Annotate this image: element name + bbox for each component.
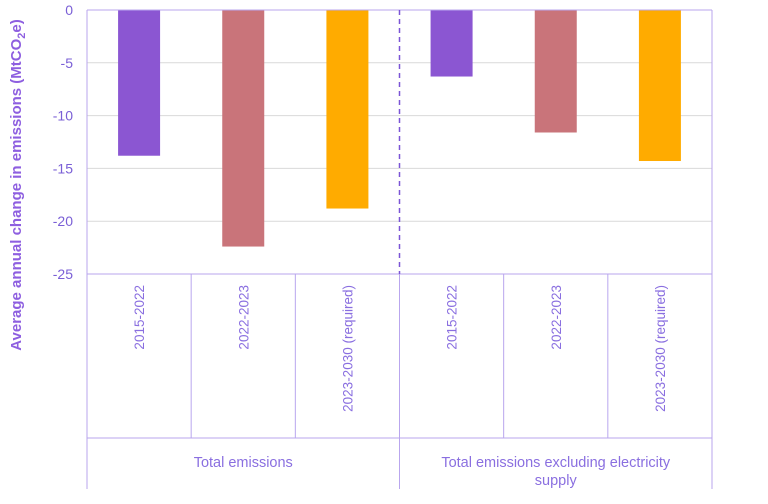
bar xyxy=(534,10,577,133)
bar xyxy=(430,10,473,77)
y-tick-labels: 0 -5 -10 -15 -20 -25 xyxy=(53,2,73,282)
category-label: 2022-2023 xyxy=(549,285,564,350)
bars xyxy=(118,10,681,247)
bar xyxy=(326,10,369,209)
group-labels: Total emissions Total emissions excluding… xyxy=(194,455,671,489)
category-label: 2023-2030 (required) xyxy=(340,285,355,412)
y-tick-label: -5 xyxy=(61,55,74,71)
y-tick-label: 0 xyxy=(65,2,73,18)
y-tick-label: -20 xyxy=(53,213,73,229)
bar xyxy=(118,10,161,156)
category-label: 2015-2022 xyxy=(132,285,147,350)
group-label: Total emissions excluding electricity xyxy=(441,455,671,471)
group-label: Total emissions xyxy=(194,455,293,471)
category-label: 2023-2030 (required) xyxy=(653,285,668,412)
category-label: 2015-2022 xyxy=(445,285,460,350)
bar xyxy=(222,10,265,247)
y-tick-label: -10 xyxy=(53,108,73,124)
axes xyxy=(86,9,713,489)
y-tick-label: -25 xyxy=(53,266,73,282)
y-axis-label: Average annual change in emissions (MtCO… xyxy=(8,19,28,351)
category-labels: 2015-2022 2022-2023 2023-2030 (required) 20… xyxy=(132,285,668,412)
y-tick-label: -15 xyxy=(53,160,73,176)
category-label: 2022-2023 xyxy=(236,285,251,350)
group-label: supply xyxy=(535,473,578,489)
bar xyxy=(638,10,681,162)
